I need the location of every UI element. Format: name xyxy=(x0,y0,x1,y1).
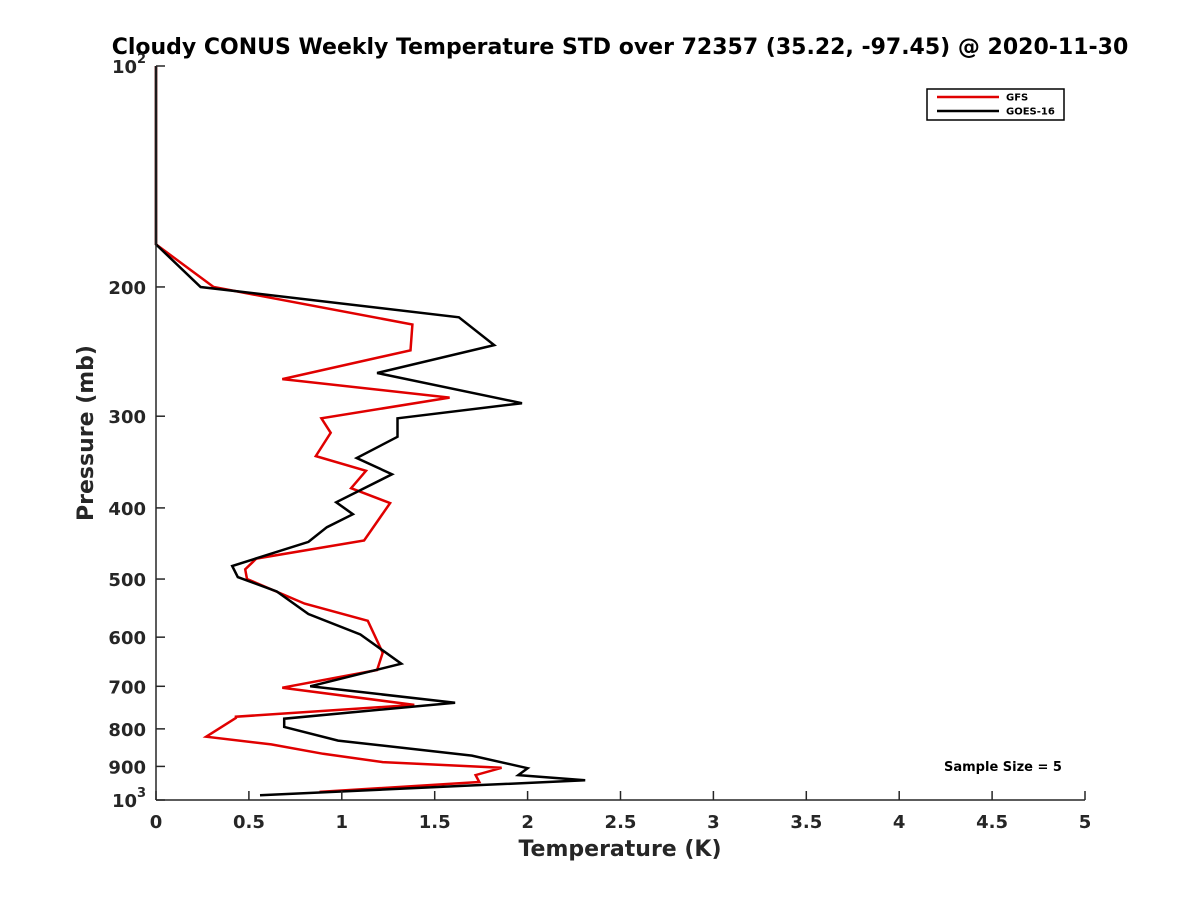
y-tick-label: 200 xyxy=(108,278,146,299)
sample-size-annotation: Sample Size = 5 xyxy=(944,760,1062,775)
y-tick-exponent: 3 xyxy=(137,786,146,801)
x-tick-label: 3.5 xyxy=(790,812,822,833)
y-tick-label: 800 xyxy=(108,720,146,741)
x-tick-label: 2 xyxy=(521,812,534,833)
y-tick-label: 600 xyxy=(108,628,146,649)
legend-box xyxy=(926,88,1065,121)
x-tick-label: 4.5 xyxy=(976,812,1008,833)
y-tick-label: 300 xyxy=(108,407,146,428)
y-tick-label: 400 xyxy=(108,499,146,520)
legend-label-gfs: GFS xyxy=(1006,93,1028,104)
plot-area xyxy=(154,66,1085,801)
y-tick-label: 10 xyxy=(112,791,137,812)
x-tick-label: 5 xyxy=(1079,812,1092,833)
legend: GFS GOES-16 xyxy=(926,88,1065,121)
x-tick-label: 3 xyxy=(707,812,720,833)
x-tick-label: 1.5 xyxy=(419,812,451,833)
x-tick-label: 2.5 xyxy=(605,812,637,833)
plot-background xyxy=(156,66,1085,800)
y-tick-label: 10 xyxy=(112,57,137,78)
y-tick-label: 500 xyxy=(108,570,146,591)
y-tick-exponent: 2 xyxy=(137,52,146,67)
legend-label-goes-16: GOES-16 xyxy=(1006,107,1055,118)
y-tick-label: 700 xyxy=(108,677,146,698)
x-tick-label: 1 xyxy=(336,812,349,833)
chart-title: Cloudy CONUS Weekly Temperature STD over… xyxy=(112,35,1129,60)
series-line-gfs xyxy=(154,66,502,794)
y-tick-label: 900 xyxy=(108,757,146,778)
x-tick-label: 0.5 xyxy=(233,812,265,833)
x-tick-label: 4 xyxy=(893,812,906,833)
series-layer xyxy=(154,66,586,797)
series-line-goes-16 xyxy=(154,66,586,797)
x-axis-ticks: 0 0.5 1 1.5 2 2.5 3 3.5 4 4.5 5 xyxy=(150,791,1092,833)
x-tick-label: 0 xyxy=(150,812,163,833)
x-axis-label: Temperature (K) xyxy=(518,837,721,862)
y-axis-label: Pressure (mb) xyxy=(74,345,99,521)
